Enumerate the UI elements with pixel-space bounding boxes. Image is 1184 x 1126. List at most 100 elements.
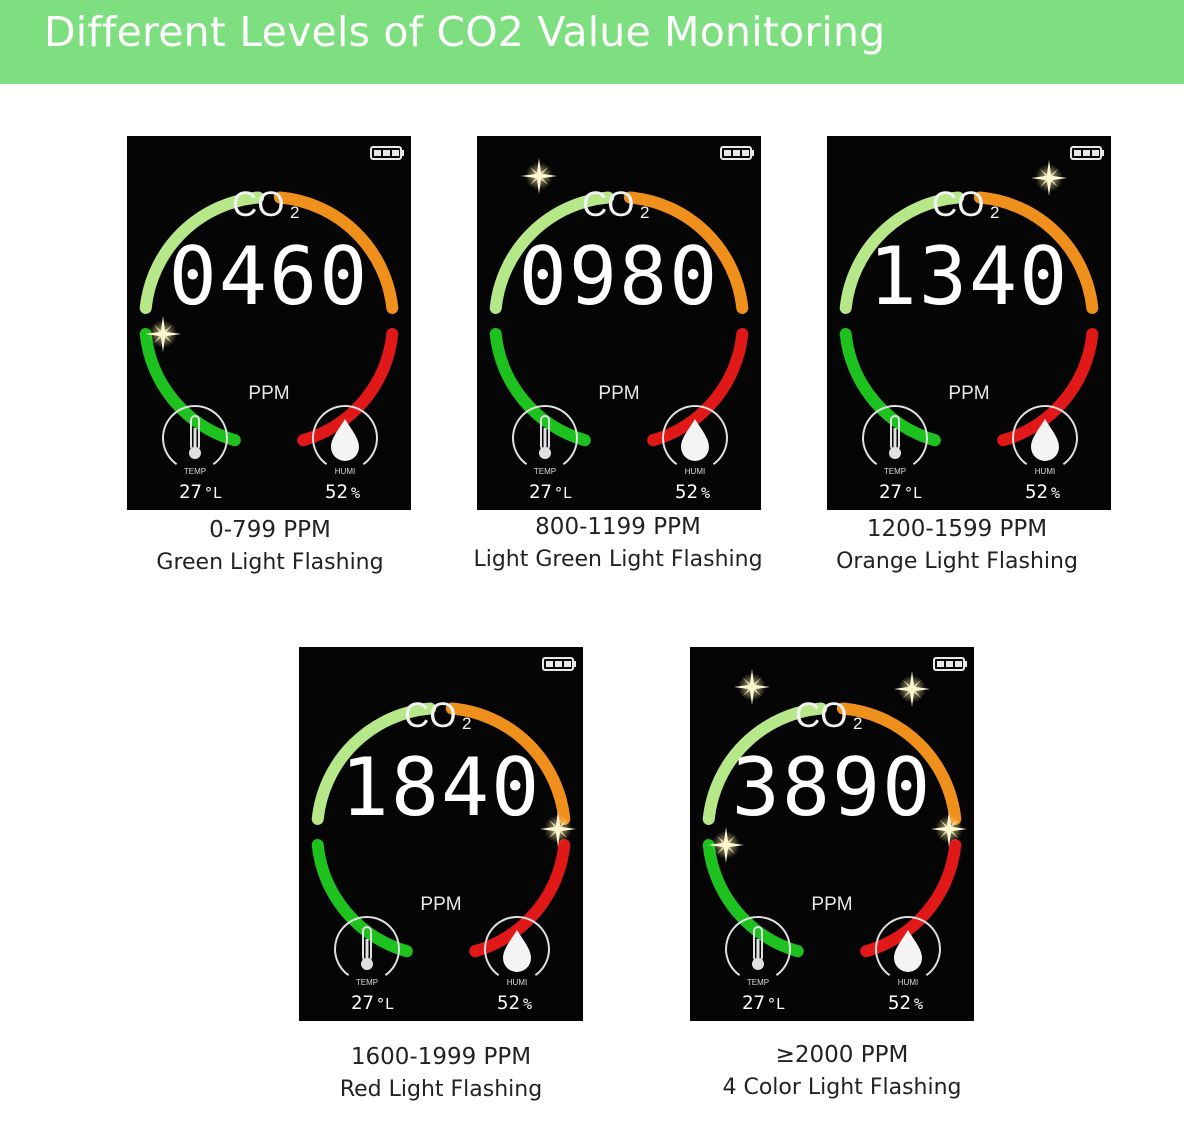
temp-unit: °L [554, 484, 572, 502]
co2-reading: 1340 [869, 230, 1070, 323]
ppm-unit-label: PPM [420, 894, 461, 915]
humidity-value: 52 [325, 481, 348, 503]
thermometer-icon [512, 405, 578, 466]
co2-display-screen: CO 2 1340 PPM TEMP 27 °L HUMI 52% [839, 146, 1104, 503]
co2-label: CO [932, 185, 985, 224]
sparkle-icon [521, 158, 557, 194]
ppm-unit-label: PPM [811, 894, 852, 915]
water-drop-icon [312, 405, 378, 466]
battery-icon [542, 657, 576, 671]
water-drop-icon [484, 916, 550, 977]
temp-unit: °L [204, 484, 222, 502]
ppm-unit-label: PPM [598, 383, 639, 404]
water-drop-icon [875, 916, 941, 977]
water-drop-icon [662, 405, 728, 466]
humidity-unit: % [523, 995, 532, 1013]
co2-label: CO [795, 696, 848, 735]
co2-reading: 3890 [732, 741, 933, 834]
co2-display-screen: CO 2 1840 PPM TEMP 27 °L HUMI 52% [311, 657, 576, 1014]
humidity-unit: % [1051, 484, 1060, 502]
light-green-arc [489, 191, 615, 314]
battery-icon [370, 146, 404, 160]
humidity-value: 52 [675, 481, 698, 503]
co2-subscript: 2 [640, 203, 649, 222]
light-green-arc [311, 702, 437, 825]
battery-icon [1070, 146, 1104, 160]
humidity-unit: % [701, 484, 710, 502]
co2-display-panel: CO 2 0980 PPM TEMP 27 °L HUMI 52% [477, 136, 761, 510]
ppm-unit-label: PPM [948, 383, 989, 404]
co2-display-screen: CO 2 0980 PPM TEMP 27 °L HUMI 52% [489, 146, 754, 503]
sparkle-icon [1031, 160, 1067, 196]
humidity-label: HUMI [507, 978, 527, 987]
red-arc [647, 328, 749, 447]
co2-label: CO [232, 185, 285, 224]
ppm-range-label: ≥2000 PPM [775, 1042, 909, 1068]
orange-arc [836, 702, 962, 825]
temp-value: 27 [879, 481, 902, 503]
level-caption: ≥2000 PPM 4 Color Light Flashing [662, 1039, 1022, 1105]
green-arc [702, 839, 804, 958]
temp-unit: °L [904, 484, 922, 502]
battery-icon [933, 657, 967, 671]
co2-display-panel: CO 2 3890 PPM TEMP 27 °L HUMI 52% [690, 647, 974, 1021]
co2-subscript: 2 [853, 714, 862, 733]
ppm-range-label: 1200-1599 PPM [866, 516, 1048, 542]
co2-subscript: 2 [990, 203, 999, 222]
co2-reading: 0980 [519, 230, 720, 323]
co2-display-panel: CO 2 1340 PPM TEMP 27 °L HUMI 52% [827, 136, 1111, 510]
thermometer-icon [862, 405, 928, 466]
red-arc [297, 328, 399, 447]
level-caption: 1200-1599 PPM Orange Light Flashing [777, 513, 1137, 579]
thermometer-icon [725, 916, 791, 977]
green-arc [311, 839, 413, 958]
co2-reading: 0460 [169, 230, 370, 323]
water-drop-icon [1012, 405, 1078, 466]
humidity-value: 52 [1025, 481, 1048, 503]
sparkle-icon [894, 671, 930, 707]
humidity-label: HUMI [898, 978, 918, 987]
light-green-arc [139, 191, 265, 314]
sparkle-icon [540, 811, 576, 847]
co2-reading: 1840 [341, 741, 542, 834]
orange-arc [623, 191, 749, 314]
co2-display-panel: CO 2 0460 PPM TEMP 27 °L HUMI 52% [127, 136, 411, 510]
light-green-arc [839, 191, 965, 314]
sparkle-icon [734, 669, 770, 705]
co2-subscript: 2 [290, 203, 299, 222]
sparkle-icon [145, 316, 181, 352]
temp-value: 27 [742, 992, 765, 1014]
temp-unit: °L [376, 995, 394, 1013]
page-title: Different Levels of CO2 Value Monitoring [44, 8, 886, 56]
thermometer-icon [162, 405, 228, 466]
light-description: 4 Color Light Flashing [722, 1075, 962, 1100]
ppm-range-label: 800-1199 PPM [535, 514, 701, 540]
red-arc [997, 328, 1099, 447]
orange-arc [973, 191, 1099, 314]
co2-display-screen: CO 2 3890 PPM TEMP 27 °L HUMI 52% [702, 657, 967, 1014]
red-arc [860, 839, 962, 958]
temp-label: TEMP [884, 467, 906, 476]
light-description: Orange Light Flashing [836, 549, 1078, 574]
co2-label: CO [404, 696, 457, 735]
level-caption: 800-1199 PPM Light Green Light Flashing [438, 511, 798, 577]
humidity-value: 52 [888, 992, 911, 1014]
thermometer-icon [334, 916, 400, 977]
sparkle-icon [931, 811, 967, 847]
sparkle-icon [708, 827, 744, 863]
ppm-range-label: 0-799 PPM [209, 517, 331, 543]
level-caption: 1600-1999 PPM Red Light Flashing [261, 1041, 621, 1107]
temp-label: TEMP [747, 978, 769, 987]
co2-subscript: 2 [462, 714, 471, 733]
humidity-unit: % [914, 995, 923, 1013]
red-arc [469, 839, 571, 958]
green-arc [489, 328, 591, 447]
temp-label: TEMP [534, 467, 556, 476]
co2-display-screen: CO 2 0460 PPM TEMP 27 °L HUMI 52% [139, 146, 404, 503]
battery-icon [720, 146, 754, 160]
light-description: Green Light Flashing [156, 550, 384, 575]
light-description: Light Green Light Flashing [473, 547, 763, 572]
green-arc [839, 328, 941, 447]
green-arc [139, 328, 241, 447]
temp-label: TEMP [356, 978, 378, 987]
